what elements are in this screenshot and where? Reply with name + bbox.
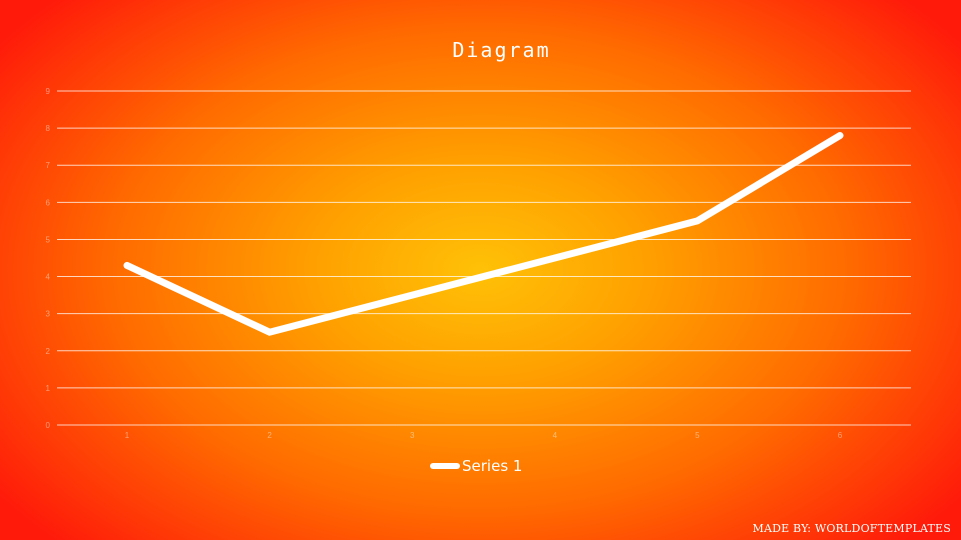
y-axis-ticks: 0 1 2 3 4 5 6 7 8 9 — [46, 87, 51, 430]
x-tick-label-2: 2 — [267, 431, 272, 440]
series-line-1 — [123, 132, 844, 336]
y-tick-label-7: 7 — [46, 161, 51, 170]
y-tick-label-9: 9 — [46, 87, 51, 96]
x-tick-label-4: 4 — [553, 431, 558, 440]
legend-label-series-1: Series 1 — [462, 457, 523, 475]
legend-swatch-series-1 — [430, 463, 460, 469]
x-tick-label-6: 6 — [838, 431, 843, 440]
x-tick-label-3: 3 — [410, 431, 415, 440]
x-axis-ticks: 1 2 3 4 5 6 — [125, 431, 843, 440]
x-tick-label-5: 5 — [695, 431, 700, 440]
x-tick-label-1: 1 — [125, 431, 130, 440]
footer-credit: MADE BY: WORLDOFTEMPLATES — [752, 522, 951, 535]
gridlines — [57, 90, 911, 426]
y-tick-label-6: 6 — [46, 198, 51, 207]
y-tick-label-5: 5 — [46, 235, 51, 244]
y-tick-label-8: 8 — [46, 124, 51, 133]
y-tick-label-1: 1 — [46, 384, 51, 393]
series-lines — [123, 132, 844, 336]
y-tick-label-2: 2 — [46, 347, 51, 356]
y-tick-label-3: 3 — [46, 310, 51, 319]
legend: Series 1 — [430, 457, 522, 475]
chart-title: Diagram — [452, 38, 551, 62]
y-tick-label-4: 4 — [46, 273, 51, 282]
y-tick-label-0: 0 — [46, 421, 51, 430]
